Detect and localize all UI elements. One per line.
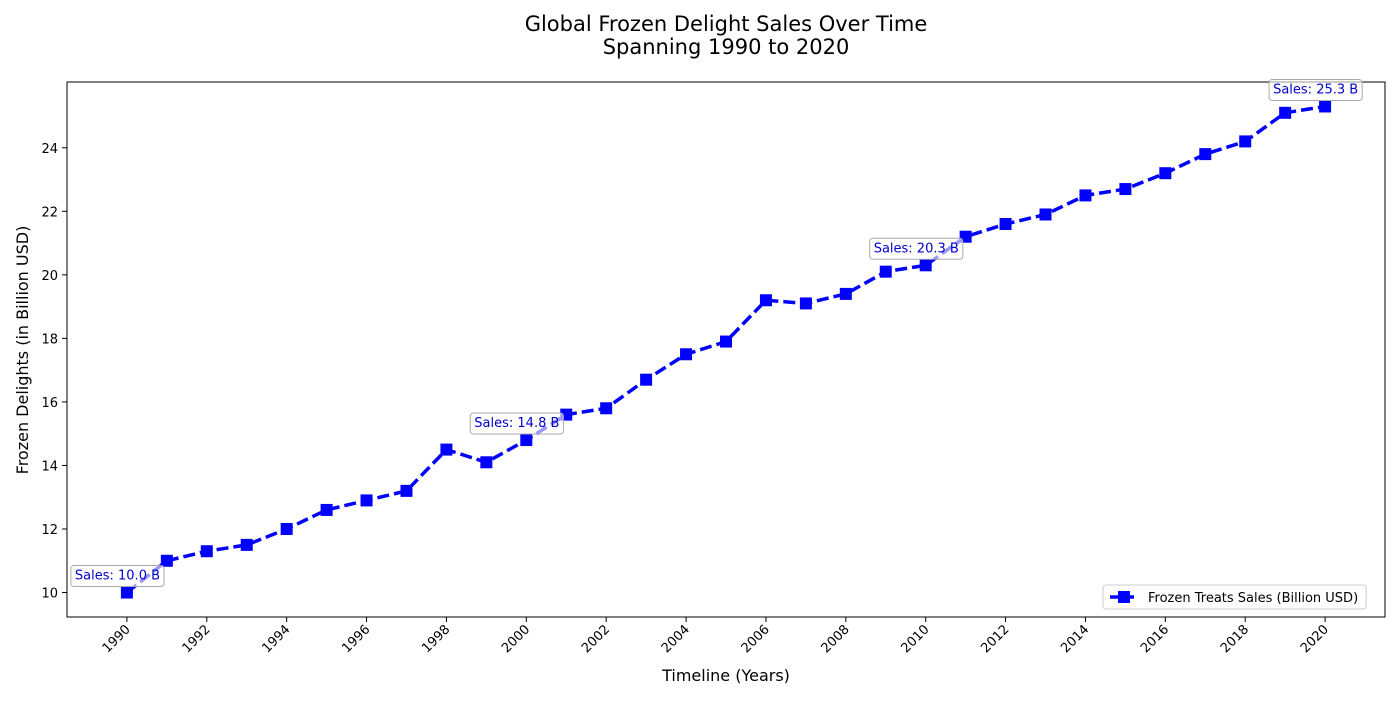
annotation-box (70, 565, 165, 588)
data-point (440, 443, 453, 456)
plot-frame (66, 81, 1386, 618)
y-tick-label: 12 (41, 523, 58, 538)
x-tick-label: 2016 (1138, 622, 1172, 656)
y-tick-label: 24 (41, 142, 58, 157)
data-annotation: Sales: 25.3 B (1268, 78, 1363, 101)
data-point (879, 265, 892, 278)
y-tick-label: 16 (41, 396, 58, 411)
annotation-text: Sales: 14.8 B (474, 416, 559, 431)
x-tick-label: 2020 (1298, 622, 1332, 656)
y-axis-label: Frozen Delights (in Billion USD) (13, 226, 32, 475)
legend: Frozen Treats Sales (Billion USD) (1102, 584, 1367, 610)
legend-label: Frozen Treats Sales (Billion USD) (1148, 591, 1358, 606)
chart-subtitle: Spanning 1990 to 2020 (603, 35, 850, 59)
x-tick-label: 2014 (1058, 622, 1092, 656)
series-line (125, 104, 1326, 594)
data-point (160, 554, 173, 567)
data-point (280, 522, 293, 535)
data-point (919, 259, 932, 272)
data-point (480, 456, 493, 469)
x-tick-label: 2008 (819, 622, 853, 656)
data-point (240, 538, 253, 551)
x-tick-label: 1996 (339, 622, 373, 656)
data-point (759, 294, 772, 307)
data-point (680, 348, 693, 361)
data-point (720, 335, 732, 348)
annotation-text: Sales: 10.0 B (75, 569, 160, 584)
plot-area: 1990 1992 1994 1996 1998 2000 2002 2004 2006 2008… (41, 78, 1386, 656)
x-tick-label: 1994 (259, 622, 293, 656)
y-tick-label: 20 (41, 269, 58, 284)
data-point (1239, 135, 1252, 148)
x-tick-label: 1990 (100, 622, 134, 656)
data-point (1039, 208, 1052, 221)
x-tick-label: 2010 (899, 622, 933, 656)
y-tick-label: 22 (41, 205, 58, 220)
data-annotation: Sales: 10.0 B (70, 565, 165, 588)
data-point (1199, 148, 1212, 161)
data-point (120, 586, 133, 599)
data-point (360, 494, 373, 507)
y-tick-label: 10 (41, 587, 58, 602)
data-point (320, 503, 333, 516)
x-tick-label: 1992 (180, 622, 214, 656)
annotation-box (869, 237, 964, 260)
x-tick-label: 2012 (978, 622, 1012, 656)
data-point (799, 297, 812, 310)
y-tick-label: 14 (41, 459, 58, 474)
data-point (600, 402, 613, 415)
data-annotation: Sales: 14.8 B (469, 412, 564, 435)
y-tick-label: 18 (41, 332, 58, 347)
x-tick-label: 2000 (499, 622, 533, 656)
annotation-text: Sales: 25.3 B (1273, 82, 1358, 97)
x-tick-label: 2006 (739, 622, 773, 656)
x-tick-label: 2002 (579, 622, 613, 656)
data-point (1319, 100, 1332, 113)
x-tick-label: 2004 (659, 622, 693, 656)
data-point (640, 373, 653, 386)
data-point (839, 287, 852, 300)
legend-frame (1102, 584, 1367, 610)
x-tick-label: 1998 (419, 622, 453, 656)
data-point (999, 218, 1012, 231)
legend-marker-swatch (1118, 591, 1130, 603)
data-point (520, 434, 533, 447)
x-tick-label: 2018 (1218, 622, 1252, 656)
x-axis-label: Timeline (Years) (661, 666, 790, 685)
data-point (400, 484, 413, 497)
data-point (1279, 106, 1292, 119)
data-point (1079, 189, 1092, 202)
annotation-box (469, 412, 564, 435)
annotation-text: Sales: 20.3 B (874, 241, 959, 256)
chart-title: Global Frozen Delight Sales Over Time (525, 12, 928, 36)
data-annotation: Sales: 20.3 B (869, 237, 964, 260)
data-point (1119, 183, 1132, 196)
data-point (1159, 167, 1172, 180)
annotation-box (1268, 78, 1363, 101)
data-point (200, 545, 213, 558)
